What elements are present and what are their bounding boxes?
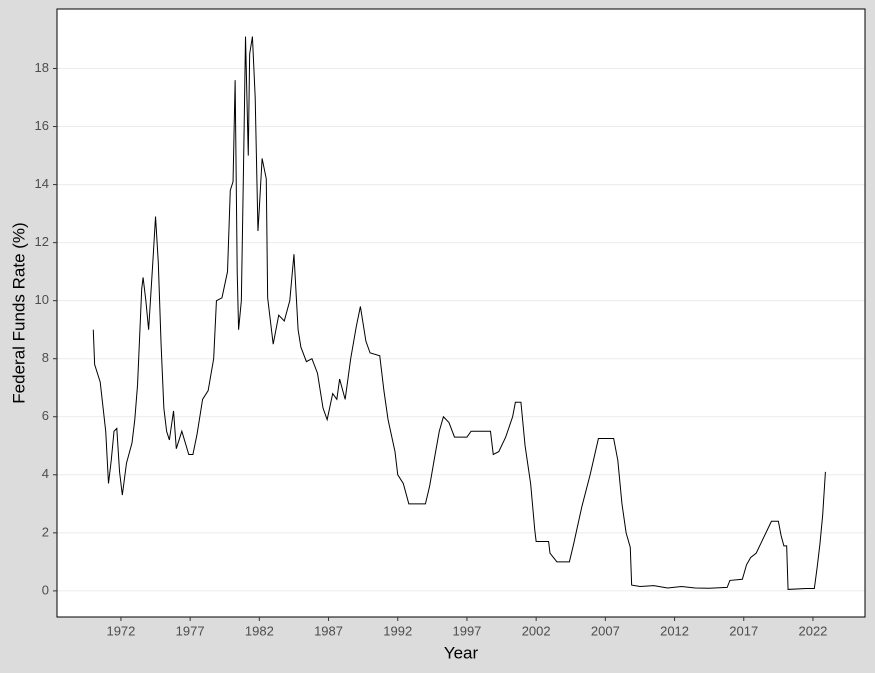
- y-tick-label: 8: [42, 350, 49, 365]
- y-tick-label: 12: [35, 234, 49, 249]
- x-tick-label: 1982: [245, 623, 274, 638]
- y-tick-label: 0: [42, 582, 49, 597]
- y-tick-label: 6: [42, 408, 49, 423]
- x-tick-label: 1972: [106, 623, 135, 638]
- x-tick-label: 1977: [176, 623, 205, 638]
- x-tick-label: 2017: [729, 623, 758, 638]
- y-tick-label: 14: [35, 176, 49, 191]
- x-tick-label: 2022: [798, 623, 827, 638]
- x-tick-label: 1992: [383, 623, 412, 638]
- y-tick-label: 4: [42, 466, 49, 481]
- panel-border: [56, 8, 866, 618]
- x-tick-label: 1987: [314, 623, 343, 638]
- x-axis-title: Year: [444, 643, 479, 662]
- panel: [57, 9, 865, 617]
- y-tick-label: 2: [42, 524, 49, 539]
- y-tick-label: 10: [35, 292, 49, 307]
- y-tick-label: 18: [35, 60, 49, 75]
- y-axis-title: Federal Funds Rate (%): [9, 222, 28, 403]
- x-tick-label: 2002: [522, 623, 551, 638]
- series-line: [92, 36, 826, 590]
- x-tick-label: 1997: [452, 623, 481, 638]
- x-tick-label: 2012: [660, 623, 689, 638]
- y-tick-label: 16: [35, 118, 49, 133]
- x-tick-label: 2007: [591, 623, 620, 638]
